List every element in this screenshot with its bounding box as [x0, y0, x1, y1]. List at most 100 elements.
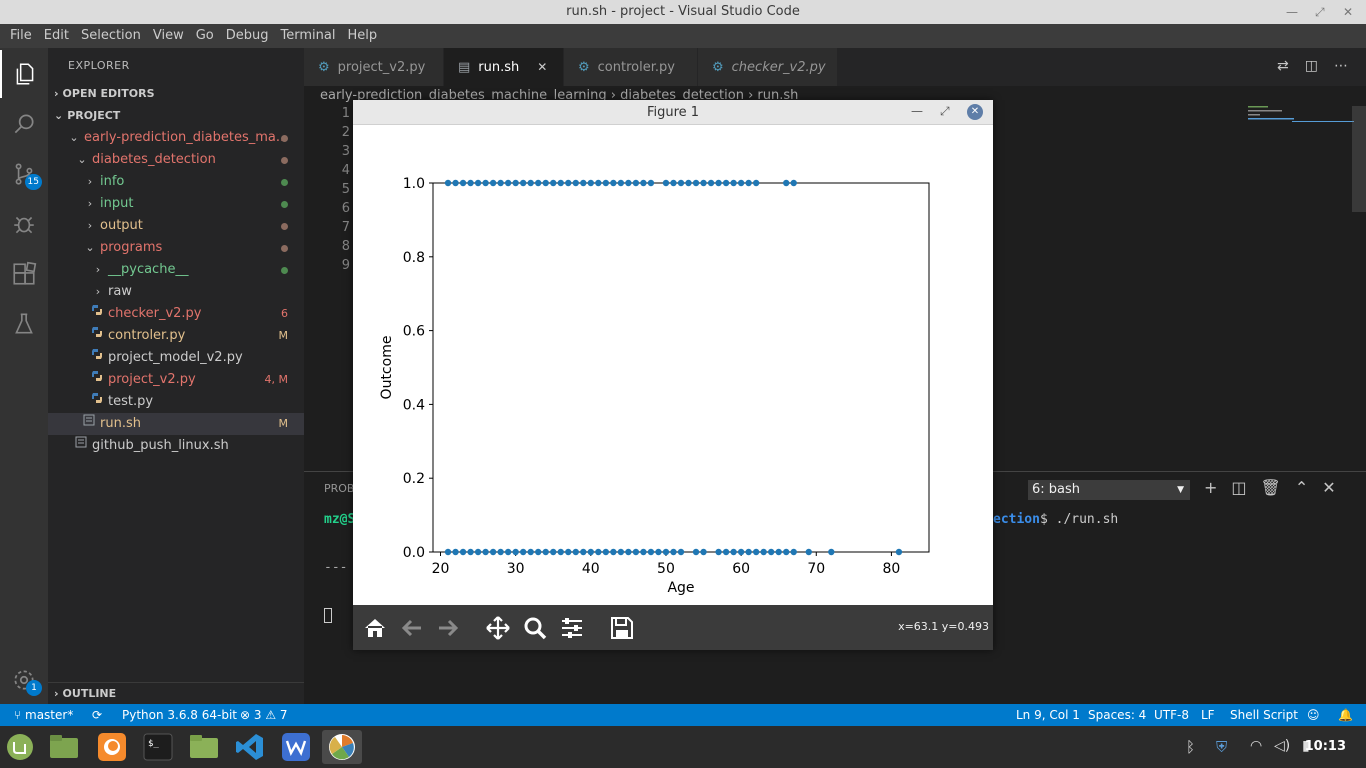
indentation[interactable]: Spaces: 4 — [1088, 708, 1147, 722]
tab-checker-v2[interactable]: ⚙ checker_v2.py — [698, 48, 838, 86]
scatter-point — [722, 179, 730, 187]
chevron-down-icon: ⌄ — [69, 131, 79, 144]
pan-move-icon[interactable] — [485, 615, 511, 641]
settings-gear-icon[interactable]: 1 — [0, 656, 48, 704]
source-control-icon[interactable]: 15 — [0, 150, 48, 198]
tree-item[interactable]: project_model_v2.py — [48, 347, 304, 369]
volume-icon[interactable]: ◁) — [1274, 738, 1291, 754]
cursor-position[interactable]: Ln 9, Col 1 — [1016, 708, 1080, 722]
tree-item[interactable]: test.py — [48, 391, 304, 413]
figure-titlebar[interactable]: Figure 1 — [353, 100, 993, 125]
chevron-right-icon: › — [54, 686, 59, 700]
minimap[interactable] — [1246, 104, 1356, 134]
git-branch[interactable]: ⑂ master* — [14, 708, 74, 722]
sync-icon[interactable]: ⟳ — [92, 708, 103, 722]
tree-item[interactable]: › info — [48, 171, 304, 193]
tab-problems[interactable]: PROB — [324, 482, 355, 495]
tree-item[interactable]: github_push_linux.sh — [48, 435, 304, 457]
minimize-icon[interactable]: — — [911, 104, 923, 118]
tree-item[interactable]: ⌄ programs — [48, 237, 304, 259]
line-ending[interactable]: LF — [1201, 708, 1215, 722]
menu-debug[interactable]: Debug — [225, 28, 269, 43]
close-tab-icon[interactable]: ✕ — [537, 60, 548, 74]
menu-view[interactable]: View — [152, 28, 184, 43]
chevron-down-icon: ⌄ — [54, 109, 64, 122]
menu-selection[interactable]: Selection — [80, 28, 141, 43]
wifi-icon[interactable]: ◠ — [1250, 738, 1263, 754]
terminal-app-icon[interactable]: $_ — [140, 730, 176, 764]
menu-help[interactable]: Help — [347, 28, 378, 43]
close-icon[interactable]: ✕ — [1343, 5, 1354, 19]
explorer-icon[interactable] — [0, 50, 48, 98]
compare-icon[interactable]: ⇄ — [1277, 58, 1289, 74]
configure-subplots-icon[interactable] — [559, 615, 585, 641]
trash-icon[interactable]: 🗑 — [1260, 478, 1281, 497]
bluetooth-icon[interactable]: ᛒ — [1186, 738, 1196, 756]
files-folder-icon[interactable] — [186, 730, 222, 764]
tab-run-sh[interactable]: ▤ run.sh ✕ — [444, 48, 564, 86]
menu-file[interactable]: File — [10, 28, 32, 43]
debug-icon[interactable] — [0, 200, 48, 248]
menu-edit[interactable]: Edit — [43, 28, 69, 43]
tree-item[interactable]: controler.py M — [48, 325, 304, 347]
split-terminal-icon[interactable]: ◫ — [1231, 478, 1247, 497]
tab-controler[interactable]: ⚙ controler.py — [564, 48, 698, 86]
scatter-point — [730, 548, 737, 556]
tree-item[interactable]: run.sh M — [48, 413, 304, 435]
tab-project-v2[interactable]: ⚙ project_v2.py — [304, 48, 444, 86]
terminal-prompt-path: ection — [993, 512, 1040, 527]
tree-item[interactable]: ⌄ early-prediction_diabetes_ma... — [48, 127, 304, 149]
matplotlib-app-icon[interactable] — [322, 730, 362, 764]
feedback-smiley-icon[interactable]: ☺ — [1307, 708, 1320, 722]
encoding[interactable]: UTF-8 — [1154, 708, 1189, 722]
firefox-icon[interactable] — [94, 730, 130, 764]
tree-item[interactable]: › raw — [48, 281, 304, 303]
tree-item[interactable]: checker_v2.py 6 — [48, 303, 304, 325]
menu-terminal[interactable]: Terminal — [280, 28, 336, 43]
battery-icon[interactable]: ▮ — [1302, 738, 1310, 754]
menu-go[interactable]: Go — [195, 28, 214, 43]
problems-count[interactable]: ⊗ 3 ⚠ 7 — [240, 708, 288, 722]
forward-arrow-icon[interactable] — [435, 615, 461, 641]
split-editor-icon[interactable]: ◫ — [1304, 58, 1318, 74]
home-icon[interactable] — [362, 615, 388, 641]
wps-office-icon[interactable] — [278, 730, 314, 764]
tree-item[interactable]: › __pycache__ — [48, 259, 304, 281]
save-floppy-icon[interactable] — [609, 615, 635, 641]
open-editors-section[interactable]: › OPEN EDITORS — [48, 83, 304, 105]
language-mode[interactable]: Shell Script — [1230, 708, 1298, 722]
extensions-icon[interactable] — [0, 250, 48, 298]
tree-item[interactable]: project_v2.py 4, M — [48, 369, 304, 391]
terminal-select[interactable]: 6: bash ▼ — [1028, 480, 1190, 500]
vscode-icon[interactable] — [232, 730, 268, 764]
python-file-icon: ⚙ — [578, 59, 590, 75]
window-title: run.sh - project - Visual Studio Code — [566, 4, 800, 19]
more-actions-icon[interactable]: ⋯ — [1334, 58, 1348, 74]
files-folder-icon[interactable] — [46, 730, 82, 764]
scatter-chart[interactable]: 0.0 0.2 0.4 0.6 0.8 1.0 20 30 40 50 60 70 80 Age Ou… — [353, 125, 993, 605]
clock[interactable]: 10:13 — [1304, 739, 1346, 754]
maximize-panel-icon[interactable]: ⌃ — [1294, 478, 1309, 497]
test-flask-icon[interactable] — [0, 300, 48, 348]
tree-item[interactable]: › output — [48, 215, 304, 237]
maximize-icon[interactable]: ⤢ — [1315, 5, 1325, 19]
close-icon[interactable]: ✕ — [967, 104, 983, 120]
outline-section[interactable]: › OUTLINE — [48, 682, 304, 704]
tab-label: run.sh — [478, 59, 520, 75]
close-panel-icon[interactable]: ✕ — [1322, 478, 1336, 497]
shield-update-icon[interactable]: ⛨ — [1216, 738, 1228, 756]
search-icon[interactable] — [0, 100, 48, 148]
mint-menu-icon[interactable] — [2, 730, 38, 764]
minimize-icon[interactable]: — — [1286, 5, 1298, 19]
editor-scrollbar[interactable] — [1352, 106, 1366, 212]
zoom-magnifier-icon[interactable] — [522, 615, 548, 641]
breadcrumb[interactable]: early-prediction_diabetes_machine_learni… — [320, 88, 799, 103]
project-section[interactable]: ⌄ PROJECT — [48, 105, 304, 127]
new-terminal-icon[interactable]: + — [1204, 478, 1218, 497]
tree-item[interactable]: › input — [48, 193, 304, 215]
python-interpreter[interactable]: Python 3.6.8 64-bit — [122, 708, 238, 722]
maximize-icon[interactable]: ⤢ — [940, 104, 950, 118]
back-arrow-icon[interactable] — [399, 615, 425, 641]
notifications-bell-icon[interactable]: 🔔 — [1338, 708, 1353, 722]
tree-item[interactable]: ⌄ diabetes_detection — [48, 149, 304, 171]
